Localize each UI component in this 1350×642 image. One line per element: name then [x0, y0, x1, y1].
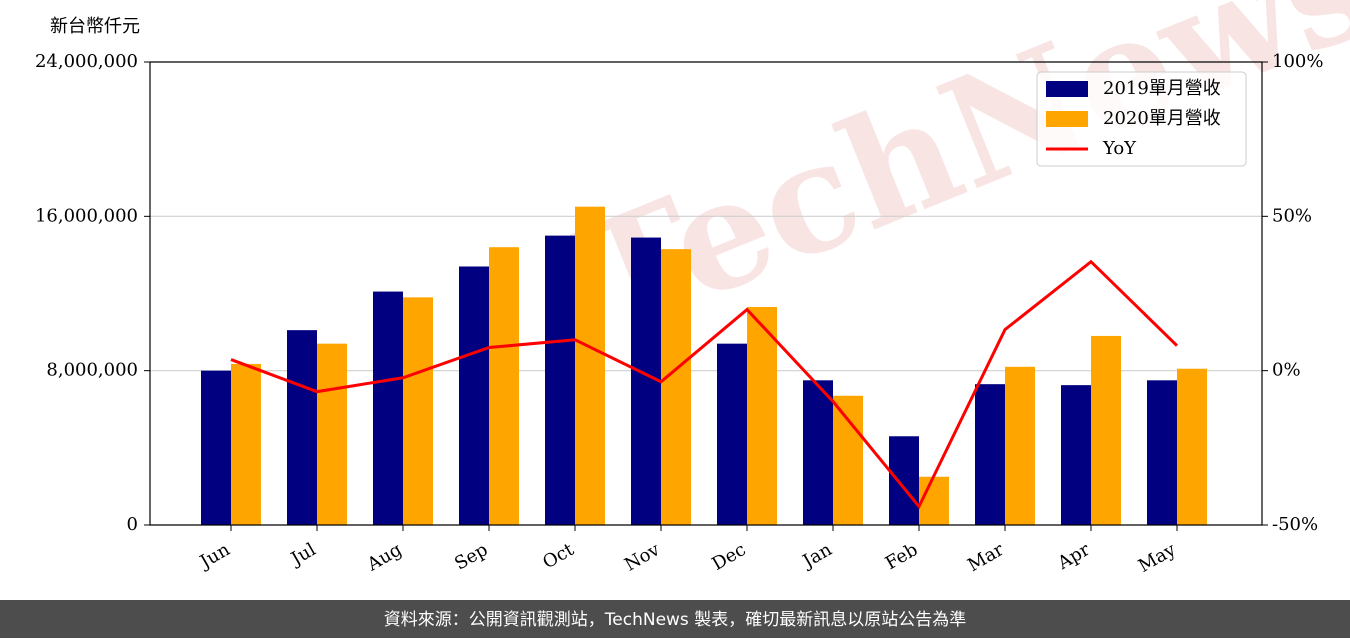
bar — [1091, 335, 1121, 525]
bar — [1177, 368, 1207, 525]
y-tick-label: 16,000,000 — [35, 205, 138, 226]
y2-tick-label: 0% — [1272, 360, 1301, 381]
y2-tick-label: 50% — [1272, 205, 1312, 226]
footer-bar — [0, 600, 1350, 638]
plot-frame — [149, 61, 1263, 526]
x-tick-label: Sep — [451, 539, 491, 574]
legend-swatch — [1046, 81, 1088, 97]
bar — [373, 291, 403, 525]
legend-box — [1036, 71, 1247, 167]
legend-label: 2020單月營收 — [1103, 108, 1221, 129]
x-tick-label: Feb — [882, 539, 922, 574]
x-tick-label: Dec — [709, 539, 750, 575]
bar — [1061, 385, 1091, 525]
x-tick-label: Nov — [621, 539, 664, 576]
bar — [459, 266, 489, 525]
x-tick-label: Jun — [195, 539, 234, 574]
x-tick-label: Oct — [539, 539, 578, 574]
bar — [287, 330, 317, 525]
y-tick-label: 0 — [127, 514, 138, 535]
bar — [747, 307, 777, 525]
bar — [889, 436, 919, 525]
bar — [201, 370, 231, 525]
bar — [975, 384, 1005, 525]
x-tick-label: Aug — [363, 539, 406, 576]
bar — [919, 476, 949, 525]
y-tick-label: 8,000,000 — [46, 360, 138, 381]
x-tick-label: Apr — [1053, 539, 1093, 574]
bar — [833, 395, 863, 525]
y-axis-label: 新台幣仟元 — [50, 16, 140, 37]
bar — [661, 249, 691, 526]
x-tick-label: May — [1135, 539, 1180, 577]
bar — [803, 380, 833, 525]
footer: 資料來源：公開資訊觀測站，TechNews 製表，確切最新訊息以原站公告為準 — [384, 610, 966, 630]
x-tick-label: Jan — [798, 539, 836, 573]
legend-swatch — [1046, 111, 1088, 127]
bar — [1005, 366, 1035, 525]
bar — [403, 297, 433, 525]
bar — [1147, 380, 1177, 525]
bar — [489, 247, 519, 525]
y-tick-label: 24,000,000 — [35, 51, 138, 72]
bar — [575, 206, 605, 525]
y2-tick-label: -50% — [1272, 514, 1318, 535]
bar — [317, 343, 347, 525]
bar — [631, 237, 661, 525]
x-tick-label: Mar — [964, 539, 1008, 576]
x-tick-label: Jul — [286, 539, 320, 571]
bar — [545, 235, 575, 525]
legend-label: 2019單月營收 — [1103, 78, 1221, 99]
line — [230, 259, 1179, 510]
bar — [717, 343, 747, 525]
legend-label: YoY — [1102, 138, 1137, 159]
y2-tick-label: 100% — [1272, 51, 1323, 72]
bar — [231, 363, 261, 525]
